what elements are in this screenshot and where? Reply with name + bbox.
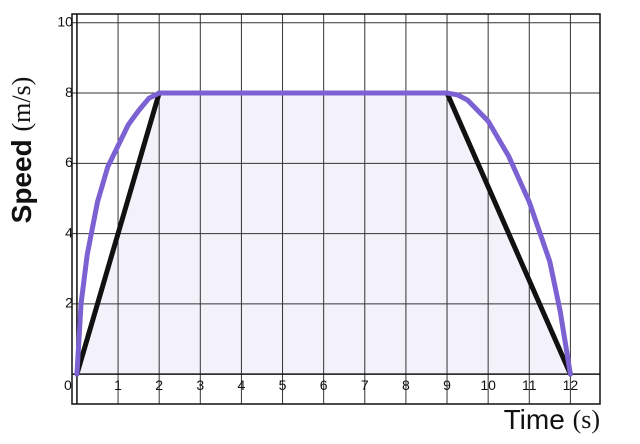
y-tick-label: 2: [65, 295, 73, 311]
x-tick-label: 5: [279, 377, 287, 393]
plot-background: [72, 14, 600, 404]
x-tick-label: 10: [480, 377, 496, 393]
y-tick-label: 4: [65, 224, 73, 240]
x-tick-label: 8: [402, 377, 410, 393]
y-tick-label: 8: [65, 84, 73, 100]
x-tick-label: 1: [114, 377, 122, 393]
x-label-text: Time: [504, 404, 565, 435]
series-line: [74, 90, 573, 377]
marks: [74, 90, 573, 377]
y-tick-label: 10: [57, 13, 73, 29]
x-tick-label: 11: [522, 377, 537, 393]
x-axis-label: Time (s): [504, 404, 600, 435]
x-label-unit: (s): [573, 405, 600, 434]
x-tick-label: 2: [155, 377, 163, 393]
y-label-unit: (m/s): [7, 77, 36, 132]
x-tick-label: 6: [320, 377, 328, 393]
y-tick-label: 6: [65, 154, 73, 170]
x-tick-label: 0: [64, 377, 72, 393]
x-tick-label: 9: [443, 377, 451, 393]
y-label-text: Speed: [6, 139, 37, 223]
x-tick-label: 12: [563, 377, 579, 393]
plot-frame: [71, 13, 601, 405]
x-tick-label: 4: [238, 377, 246, 393]
x-tick-label: 3: [196, 377, 204, 393]
y-axis-label: Speed (m/s): [6, 77, 37, 224]
x-tick-label: 7: [361, 377, 369, 393]
